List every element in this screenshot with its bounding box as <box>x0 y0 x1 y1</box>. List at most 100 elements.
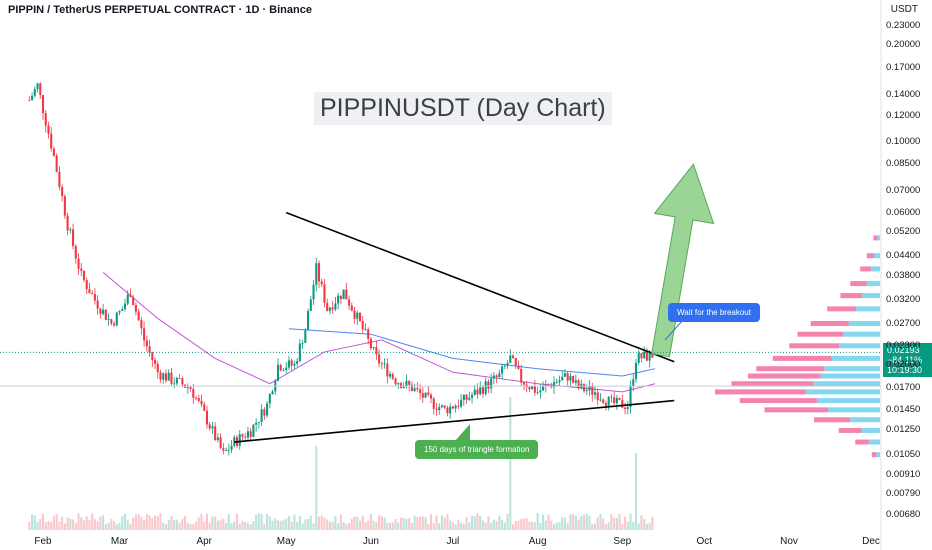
candle-body <box>91 293 94 295</box>
volume-bar <box>520 518 523 530</box>
volume-bar <box>495 521 498 530</box>
volume-bar <box>88 520 91 530</box>
candle-body <box>648 351 651 361</box>
candle-body <box>383 363 386 365</box>
candle-body <box>227 449 230 451</box>
volume-bar <box>640 515 643 530</box>
candle-body <box>339 295 342 300</box>
candle-body <box>533 386 536 393</box>
candle-body <box>309 299 312 312</box>
candle-body <box>307 311 310 331</box>
triangle-trendlines[interactable] <box>234 211 675 443</box>
volume-bar <box>525 518 528 530</box>
volume-bar <box>52 515 55 530</box>
volume-bar <box>200 513 203 530</box>
volume-bar <box>552 524 556 530</box>
volume-bar <box>189 524 192 530</box>
volume-bar <box>328 521 331 530</box>
candle-body <box>621 399 624 408</box>
candle-body <box>36 83 39 90</box>
candle-body <box>326 303 329 311</box>
volume-bar <box>225 522 228 530</box>
candle-body <box>503 365 506 367</box>
volume-bar <box>419 516 422 530</box>
candle-body <box>28 99 31 101</box>
volume-bar <box>175 519 178 530</box>
candle-body <box>446 407 449 414</box>
candle-body <box>367 329 370 339</box>
profile-bar-up <box>824 366 880 372</box>
candle-body <box>61 186 64 197</box>
volume-bar <box>285 518 288 530</box>
candle-body <box>203 404 206 411</box>
volume-bar <box>36 521 39 530</box>
candle-body <box>238 434 241 446</box>
candle-body <box>216 437 219 441</box>
candle-body <box>350 305 353 311</box>
candle-body <box>328 307 331 311</box>
candle-body <box>591 386 594 395</box>
candle-body <box>386 363 389 377</box>
candle-body <box>419 389 422 394</box>
candle-body <box>41 95 45 114</box>
candle-body <box>55 155 58 172</box>
volume-bar <box>492 519 495 530</box>
candle-body <box>394 378 397 385</box>
breakout-arrow[interactable] <box>651 163 715 358</box>
price-change: −84.11% <box>887 355 923 365</box>
profile-bar-down <box>810 321 849 327</box>
volume-bar <box>501 519 504 530</box>
volume-bar <box>69 518 72 530</box>
volume-bar <box>41 513 45 530</box>
candle-body <box>604 403 607 406</box>
candle-body <box>115 312 118 326</box>
candle-body <box>432 398 435 409</box>
volume-bar <box>219 520 222 530</box>
candle-body <box>301 342 304 344</box>
volume-bar <box>547 514 550 530</box>
candle-body <box>246 431 249 438</box>
candle-body <box>375 347 378 355</box>
volume-bar <box>151 518 154 530</box>
volume-bar <box>170 516 173 530</box>
volume-bar <box>509 397 512 530</box>
candle-body <box>520 368 523 383</box>
candle-body <box>547 384 550 386</box>
volume-bar <box>643 519 646 530</box>
volume-bar <box>307 518 310 530</box>
volume-bar <box>317 516 321 530</box>
volume-bar <box>58 521 61 530</box>
volume-bar <box>449 520 452 530</box>
candle-body <box>402 385 405 388</box>
candle-body <box>148 346 151 353</box>
candle-body <box>481 387 484 394</box>
volume-bar <box>320 515 323 530</box>
candle-body <box>531 386 534 390</box>
callout-pointer-green <box>455 424 470 441</box>
candle-body <box>268 393 271 404</box>
volume-bar <box>326 519 329 530</box>
time-tick-label: Aug <box>528 536 547 547</box>
candle-body <box>596 392 599 401</box>
volume-bar <box>506 513 509 530</box>
candle-body <box>260 409 263 423</box>
candle-body <box>490 378 493 389</box>
breakout-callout[interactable]: Wait for the breakout <box>668 303 760 322</box>
volume-bar <box>249 524 252 530</box>
candle-body <box>74 246 77 259</box>
profile-bar-down <box>827 306 857 312</box>
candle-body <box>410 384 413 391</box>
triangle-callout[interactable]: 150 days of triangle formation <box>415 440 539 459</box>
volume-bar <box>91 513 94 530</box>
volume-bar <box>113 521 116 530</box>
time-tick-label: Nov <box>780 536 798 547</box>
volume-bar <box>574 515 577 530</box>
candle-body <box>44 113 47 126</box>
candle-body <box>629 385 632 408</box>
volume-bar <box>121 515 124 530</box>
profile-bar-down <box>840 293 863 299</box>
arrow-shape <box>651 163 715 358</box>
volume-bar <box>230 523 233 530</box>
candle-body <box>640 353 643 359</box>
